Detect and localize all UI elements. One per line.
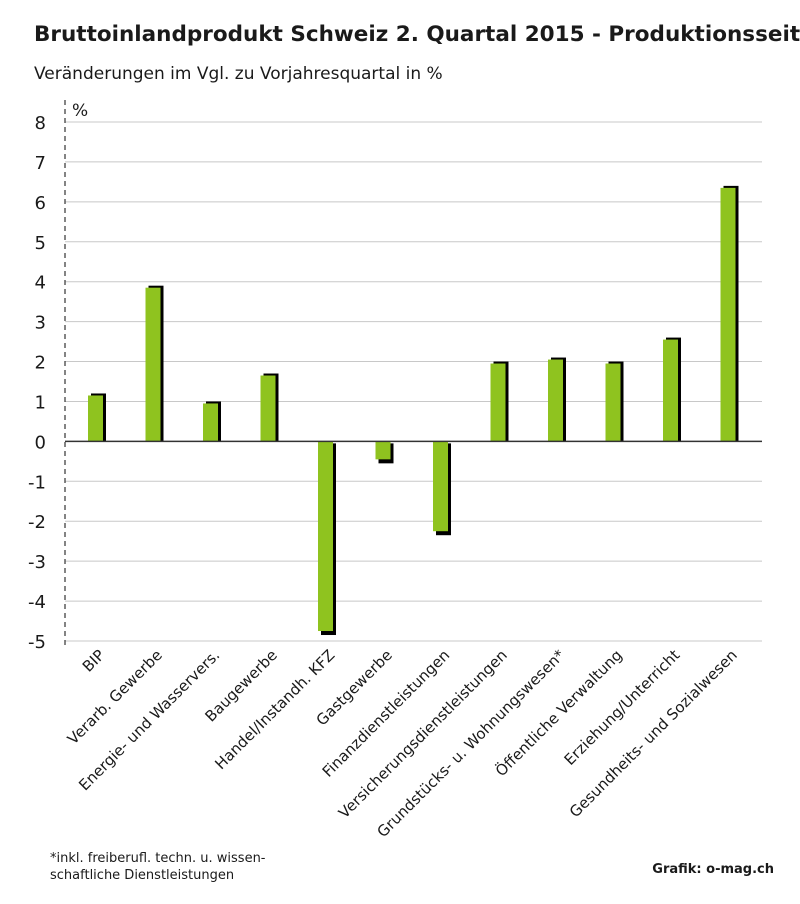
y-tick-label: 2 <box>35 353 46 374</box>
y-tick-label: -1 <box>28 472 46 493</box>
y-tick-label: -5 <box>28 632 46 653</box>
chart-subtitle: Veränderungen im Vgl. zu Vorjahresquarta… <box>34 64 443 84</box>
bar <box>145 287 161 442</box>
x-category-label: BIP <box>79 646 109 676</box>
y-tick-label: -4 <box>28 592 46 613</box>
bar <box>720 187 736 442</box>
axes <box>64 100 762 649</box>
gridlines <box>65 121 762 642</box>
bar <box>318 441 333 632</box>
y-tick-label: 6 <box>35 193 46 214</box>
bar <box>490 363 506 442</box>
y-tick-label: 8 <box>35 113 46 134</box>
y-tick-label: 1 <box>35 392 46 413</box>
y-tick-label: -2 <box>28 512 46 533</box>
x-category-label: Erziehung/Unterricht <box>561 646 684 769</box>
y-axis-label: % <box>72 101 88 121</box>
y-tick-label: 7 <box>35 153 46 174</box>
footnote-line-2: schaftliche Dienstleistungen <box>50 868 235 883</box>
bar <box>88 395 103 442</box>
bar <box>375 441 391 460</box>
y-tick-label: -3 <box>28 552 46 573</box>
bar <box>605 363 621 442</box>
credit: Grafik: o-mag.ch <box>652 862 774 877</box>
bar <box>548 359 563 442</box>
footnote-line-1: *inkl. freiberufl. techn. u. wissen- <box>50 851 266 866</box>
bar <box>663 339 678 442</box>
bars <box>88 185 739 636</box>
y-tick-label: 5 <box>35 233 46 254</box>
bar <box>433 441 448 532</box>
bar <box>203 403 218 442</box>
bar <box>260 375 276 442</box>
y-tick-label: 0 <box>35 432 46 453</box>
chart-title: Bruttoinlandprodukt Schweiz 2. Quartal 2… <box>34 22 800 47</box>
y-tick-label: 3 <box>35 313 46 334</box>
y-tick-label: 4 <box>35 273 46 294</box>
footnote: *inkl. freiberufl. techn. u. wissen- sch… <box>50 850 266 884</box>
